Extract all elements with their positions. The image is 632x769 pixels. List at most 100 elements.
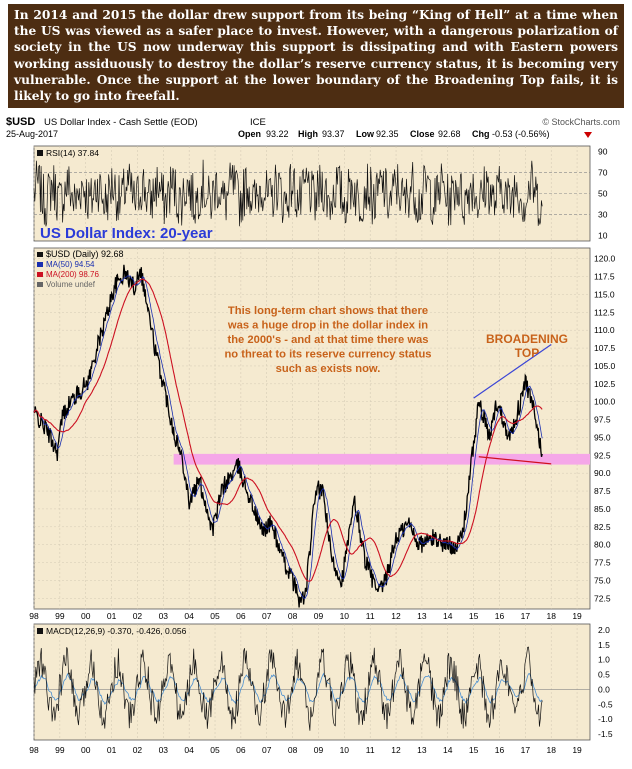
chart-symbol: $USD xyxy=(6,116,35,128)
price-x-tick-label: 98 xyxy=(29,611,39,621)
price-y-tick-label: 77.5 xyxy=(594,558,611,568)
price-y-tick-label: 72.5 xyxy=(594,593,611,603)
annotation-note-line: This long-term chart shows that there xyxy=(228,305,428,317)
price-x-tick-label: 08 xyxy=(288,611,298,621)
stock-chart-svg: $USD US Dollar Index - Cash Settle (EOD)… xyxy=(6,116,620,755)
macd-y-tick-label: -1.0 xyxy=(598,714,613,724)
price-x-tick-label: 11 xyxy=(366,611,375,621)
broadening-lower-line xyxy=(478,456,552,465)
macd-x-tick-label: 10 xyxy=(340,745,350,755)
annotation-note-line: the 2000's - and at that time there was xyxy=(228,334,429,346)
price-x-tick-label: 03 xyxy=(159,611,169,621)
macd-x-tick-label: 15 xyxy=(469,745,479,755)
price-y-tick-label: 110.0 xyxy=(594,325,615,335)
rsi-legend-swatch xyxy=(37,150,43,156)
price-x-tick-label: 04 xyxy=(184,611,194,621)
macd-x-tick-label: 19 xyxy=(572,745,582,755)
chg-down-icon xyxy=(584,132,592,138)
annotation-broadening-line: BROADENING xyxy=(486,332,568,346)
price-legend-label: MA(50) 94.54 xyxy=(46,260,95,269)
chart-title: US Dollar Index: 20-year xyxy=(40,225,213,242)
price-legend-swatch xyxy=(37,272,43,277)
macd-legend-swatch xyxy=(37,628,43,634)
price-y-tick-label: 107.5 xyxy=(594,343,616,353)
annotation-broadening-line: TOP xyxy=(515,346,539,360)
macd-y-tick-label: 0.5 xyxy=(598,670,610,680)
price-x-tick-label: 02 xyxy=(133,611,143,621)
macd-x-tick-label: 99 xyxy=(55,745,65,755)
price-x-tick-label: 18 xyxy=(546,611,556,621)
price-legend-swatch xyxy=(37,252,43,257)
price-y-tick-label: 82.5 xyxy=(594,522,611,532)
low-value: 92.35 xyxy=(376,129,399,139)
macd-x-tick-label: 01 xyxy=(107,745,117,755)
price-y-tick-label: 85.0 xyxy=(594,504,611,514)
close-label: Close xyxy=(410,129,435,139)
price-legend-label: $USD (Daily) 92.68 xyxy=(46,249,124,259)
price-x-tick-label: 10 xyxy=(340,611,350,621)
broadening-upper-line xyxy=(473,344,552,399)
macd-y-tick-label: 1.5 xyxy=(598,640,610,650)
price-y-tick-label: 100.0 xyxy=(594,397,616,407)
stockcharts-brand: © StockCharts.com xyxy=(542,117,620,127)
macd-x-tick-label: 11 xyxy=(366,745,375,755)
ma200-line xyxy=(33,278,543,582)
price-x-tick-label: 16 xyxy=(495,611,505,621)
price-legend-label: Volume undef xyxy=(46,280,96,289)
macd-x-tick-label: 05 xyxy=(210,745,220,755)
annotation-note-line: was a huge drop in the dollar index in xyxy=(227,320,428,332)
macd-x-tick-label: 04 xyxy=(184,745,194,755)
price-x-tick-label: 15 xyxy=(469,611,479,621)
price-y-tick-label: 105.0 xyxy=(594,361,616,371)
macd-series-line xyxy=(33,646,543,731)
price-x-tick-label: 17 xyxy=(521,611,531,621)
chart-name: US Dollar Index - Cash Settle (EOD) xyxy=(44,117,198,128)
price-y-tick-label: 102.5 xyxy=(594,379,616,389)
macd-x-tick-label: 18 xyxy=(546,745,556,755)
chart-date: 25-Aug-2017 xyxy=(6,129,58,139)
high-label: High xyxy=(298,129,318,139)
price-x-tick-label: 06 xyxy=(236,611,246,621)
price-y-tick-label: 115.0 xyxy=(594,289,615,299)
price-y-tick-label: 112.5 xyxy=(594,307,615,317)
rsi-y-tick-label: 10 xyxy=(598,231,608,241)
chart-exchange: ICE xyxy=(250,117,266,128)
price-y-tick-label: 92.5 xyxy=(594,450,611,460)
annotation-note-line: such as exists now. xyxy=(276,363,381,375)
macd-y-tick-label: -0.5 xyxy=(598,699,613,709)
price-y-tick-label: 75.0 xyxy=(594,575,611,585)
price-x-tick-label: 19 xyxy=(572,611,582,621)
price-panel xyxy=(33,247,591,610)
close-value: 92.68 xyxy=(438,129,461,139)
high-value: 93.37 xyxy=(322,129,345,139)
macd-panel xyxy=(33,623,591,741)
macd-x-tick-label: 09 xyxy=(314,745,324,755)
rsi-series-line xyxy=(33,159,543,227)
rsi-legend-label: RSI(14) 37.84 xyxy=(46,148,99,158)
macd-legend-label: MACD(12,26,9) -0.370, -0.426, 0.056 xyxy=(46,626,187,636)
price-y-tick-label: 97.5 xyxy=(594,415,611,425)
macd-x-tick-label: 13 xyxy=(417,745,427,755)
support-band xyxy=(173,453,590,465)
price-x-tick-label: 07 xyxy=(262,611,272,621)
macd-x-tick-label: 03 xyxy=(159,745,169,755)
price-y-tick-label: 120.0 xyxy=(594,254,616,264)
rsi-y-tick-label: 90 xyxy=(598,146,608,156)
price-x-tick-label: 01 xyxy=(107,611,117,621)
commentary-caption: In 2014 and 2015 the dollar drew support… xyxy=(8,4,624,108)
chg-label: Chg xyxy=(472,129,490,139)
price-legend-label: MA(200) 98.76 xyxy=(46,270,99,279)
rsi-y-tick-label: 50 xyxy=(598,189,608,199)
macd-y-tick-label: 1.0 xyxy=(598,655,610,665)
annotation-broadening: BROADENING TOP xyxy=(486,332,568,360)
macd-x-tick-label: 16 xyxy=(495,745,505,755)
low-label: Low xyxy=(356,129,375,139)
price-y-tick-label: 95.0 xyxy=(594,432,611,442)
price-y-tick-label: 80.0 xyxy=(594,540,611,550)
price-series-line xyxy=(33,264,543,608)
price-x-tick-label: 14 xyxy=(443,611,453,621)
ma50-line xyxy=(33,275,543,599)
macd-x-tick-label: 06 xyxy=(236,745,246,755)
price-y-tick-label: 117.5 xyxy=(594,272,615,282)
stock-chart: $USD US Dollar Index - Cash Settle (EOD)… xyxy=(6,116,626,764)
